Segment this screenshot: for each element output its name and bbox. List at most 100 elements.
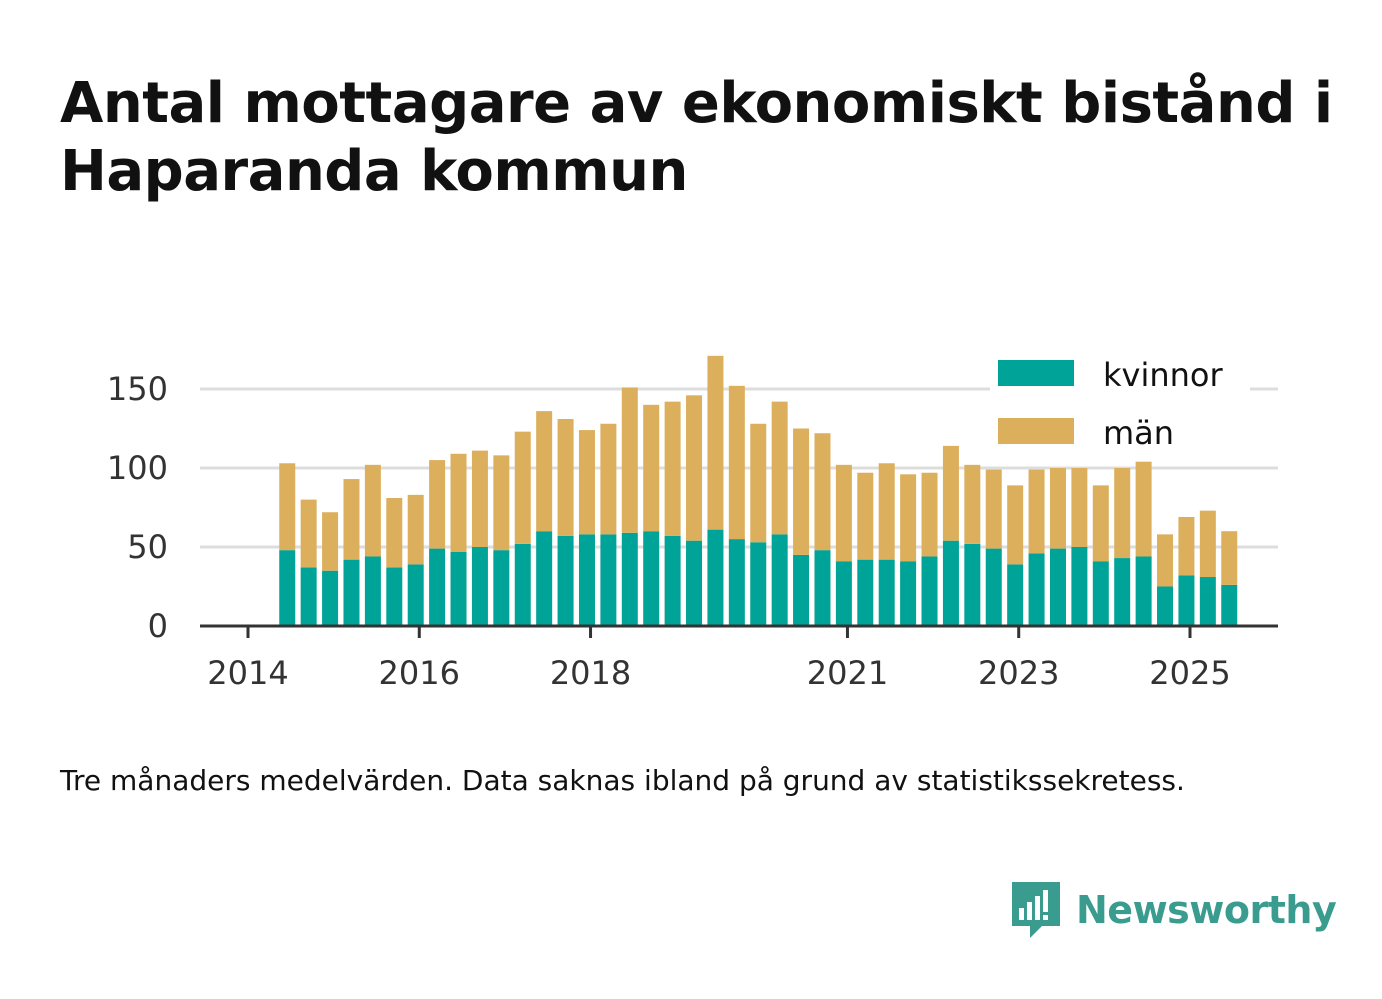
bar-man [728, 385, 745, 540]
bar-kvinnor [1049, 548, 1066, 626]
bar-kvinnor [407, 564, 424, 626]
bar-kvinnor [1178, 575, 1195, 626]
bar-kvinnor [793, 554, 810, 626]
bar-kvinnor [514, 543, 531, 626]
bar-man [450, 453, 467, 552]
bar-man [964, 464, 981, 544]
bar-kvinnor [1135, 556, 1152, 626]
bar-kvinnor [750, 542, 767, 626]
bar-kvinnor [1028, 553, 1045, 626]
bar-man [1114, 468, 1131, 559]
bar-man [1092, 485, 1109, 562]
bar-man [279, 463, 296, 551]
bar-man [771, 401, 788, 535]
bar-man [364, 464, 381, 557]
bar-man [985, 469, 1002, 549]
bar-man [471, 450, 488, 547]
bar-kvinnor [707, 529, 724, 626]
bar-man [793, 428, 810, 555]
bar-man [750, 423, 767, 543]
bar-kvinnor [450, 551, 467, 626]
bar-man [1221, 531, 1238, 585]
bar-kvinnor [1071, 547, 1088, 626]
x-tick-label: 2025 [1149, 654, 1230, 692]
bar-kvinnor [386, 567, 403, 626]
bar-man [1049, 468, 1066, 549]
legend-label-kvinnor: kvinnor [1103, 356, 1224, 394]
bar-kvinnor [578, 534, 595, 626]
brand-name: Newsworthy [1076, 888, 1337, 932]
bar-man [578, 430, 595, 535]
bar-man [1071, 468, 1088, 547]
bar-man [857, 472, 874, 560]
bar-man [429, 460, 446, 549]
footnote: Tre månaders medelvärden. Data saknas ib… [60, 764, 1185, 797]
bar-kvinnor [600, 534, 617, 626]
chart-title: Antal mottagare av ekonomiskt bistånd i … [60, 71, 1333, 204]
bar-man [921, 472, 938, 557]
x-tick-label: 2023 [978, 654, 1059, 692]
bar-kvinnor [493, 550, 510, 626]
axes: 0 50 100 150 2014 2016 2018 2021 2023 2025 [107, 370, 1278, 692]
y-tick-label: 100 [107, 449, 168, 487]
bar-man [1028, 469, 1045, 554]
bar-man [1178, 516, 1195, 576]
bar-kvinnor [857, 559, 874, 626]
bar-kvinnor [921, 556, 938, 626]
bar-man [1157, 534, 1174, 587]
bar-man [514, 431, 531, 544]
bar-kvinnor [1199, 577, 1216, 626]
bar-kvinnor [1221, 584, 1238, 626]
bar-man [600, 423, 617, 535]
bar-man [536, 411, 553, 532]
bar-kvinnor [771, 534, 788, 626]
bar-man [621, 387, 638, 533]
bar-man [322, 512, 339, 571]
bar-man [343, 479, 360, 560]
bar-kvinnor [686, 540, 703, 626]
bar-man [493, 455, 510, 551]
bar-kvinnor [942, 540, 959, 626]
bar-man [835, 464, 852, 562]
bar-man [1135, 461, 1152, 557]
bar-kvinnor [279, 550, 296, 626]
y-tick-label: 150 [107, 370, 168, 408]
legend-label-man: män [1103, 414, 1174, 452]
bar-man [1007, 485, 1024, 565]
bar-kvinnor [536, 531, 553, 626]
bar-man [643, 404, 660, 532]
bar-kvinnor [557, 535, 574, 626]
bar-man [942, 445, 959, 541]
brand-logo: Newsworthy [1010, 880, 1337, 940]
bar-man [686, 395, 703, 541]
bars [279, 355, 1238, 626]
x-tick-label: 2016 [379, 654, 460, 692]
bar-man [707, 355, 724, 530]
newsworthy-chart-bubble-icon [1012, 882, 1060, 938]
bar-kvinnor [878, 559, 895, 626]
bar-kvinnor [900, 561, 917, 626]
legend-swatch-kvinnor [998, 360, 1074, 386]
bar-man [407, 494, 424, 565]
bar-kvinnor [835, 561, 852, 626]
x-tick-label: 2018 [550, 654, 631, 692]
bar-kvinnor [1092, 561, 1109, 626]
bar-kvinnor [664, 535, 681, 626]
x-tick-label: 2014 [207, 654, 288, 692]
bar-kvinnor [429, 548, 446, 626]
legend: kvinnor män [990, 350, 1250, 460]
legend-swatch-man [998, 418, 1074, 444]
y-tick-label: 50 [127, 528, 168, 566]
bar-man [557, 419, 574, 536]
bar-kvinnor [322, 570, 339, 626]
bar-kvinnor [728, 539, 745, 626]
bar-man [900, 474, 917, 562]
bar-kvinnor [1007, 564, 1024, 626]
y-tick-label: 0 [148, 607, 168, 645]
bar-kvinnor [300, 567, 317, 626]
bar-kvinnor [343, 559, 360, 626]
bar-kvinnor [364, 556, 381, 626]
bar-man [1199, 510, 1216, 578]
bar-kvinnor [964, 543, 981, 626]
